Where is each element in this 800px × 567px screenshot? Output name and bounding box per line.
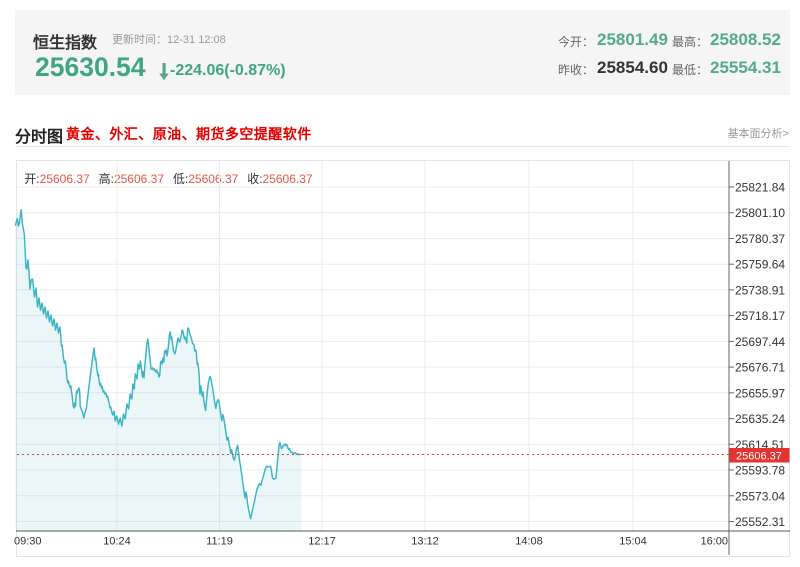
svg-text:16:00: 16:00 [700, 536, 728, 548]
svg-text:15:04: 15:04 [619, 536, 647, 548]
svg-text:25655.97: 25655.97 [735, 386, 785, 400]
svg-text:25718.17: 25718.17 [735, 309, 785, 323]
svg-text:25780.37: 25780.37 [735, 232, 785, 246]
svg-text:13:12: 13:12 [411, 536, 439, 548]
svg-text:25801.10: 25801.10 [735, 206, 785, 220]
svg-text:25738.91: 25738.91 [735, 283, 785, 297]
svg-text:25759.64: 25759.64 [735, 258, 785, 272]
svg-text:09:30: 09:30 [14, 536, 42, 548]
svg-text:25606.37: 25606.37 [736, 451, 782, 463]
svg-text:12:17: 12:17 [308, 536, 336, 548]
svg-text:25821.84: 25821.84 [735, 181, 785, 195]
svg-text:11:19: 11:19 [206, 536, 233, 548]
svg-text:25573.04: 25573.04 [735, 489, 785, 503]
svg-text:10:24: 10:24 [103, 536, 131, 548]
svg-text:14:08: 14:08 [515, 536, 543, 548]
svg-text:25697.44: 25697.44 [735, 335, 785, 349]
svg-text:25676.71: 25676.71 [735, 361, 785, 375]
svg-text:25635.24: 25635.24 [735, 412, 785, 426]
svg-text:25552.31: 25552.31 [735, 515, 785, 529]
svg-text:25593.78: 25593.78 [735, 464, 785, 478]
